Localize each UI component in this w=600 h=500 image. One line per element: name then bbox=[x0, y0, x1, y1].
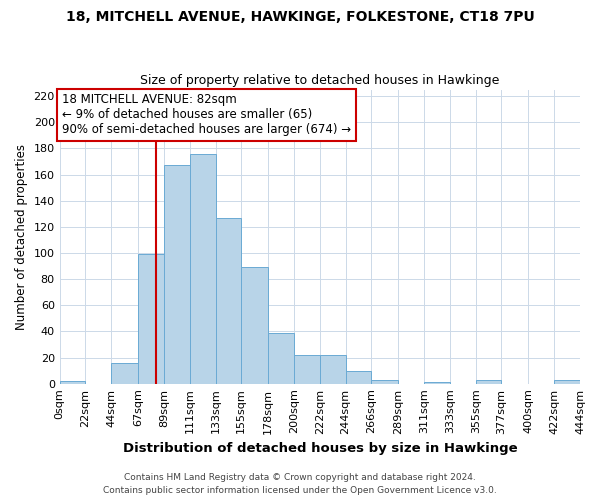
Text: Contains HM Land Registry data © Crown copyright and database right 2024.
Contai: Contains HM Land Registry data © Crown c… bbox=[103, 474, 497, 495]
Title: Size of property relative to detached houses in Hawkinge: Size of property relative to detached ho… bbox=[140, 74, 500, 87]
X-axis label: Distribution of detached houses by size in Hawkinge: Distribution of detached houses by size … bbox=[122, 442, 517, 455]
Bar bbox=[59, 381, 85, 384]
Bar bbox=[241, 268, 268, 384]
Bar bbox=[190, 154, 215, 384]
Bar bbox=[346, 370, 371, 384]
Bar bbox=[476, 380, 502, 384]
Bar bbox=[371, 380, 398, 384]
Text: 18 MITCHELL AVENUE: 82sqm
← 9% of detached houses are smaller (65)
90% of semi-d: 18 MITCHELL AVENUE: 82sqm ← 9% of detach… bbox=[62, 94, 351, 136]
Bar bbox=[268, 332, 294, 384]
Bar bbox=[554, 380, 580, 384]
Bar bbox=[215, 218, 241, 384]
Bar bbox=[111, 363, 138, 384]
Bar bbox=[294, 355, 320, 384]
Y-axis label: Number of detached properties: Number of detached properties bbox=[15, 144, 28, 330]
Bar bbox=[320, 355, 346, 384]
Bar bbox=[424, 382, 450, 384]
Bar bbox=[164, 166, 190, 384]
Bar bbox=[138, 254, 164, 384]
Text: 18, MITCHELL AVENUE, HAWKINGE, FOLKESTONE, CT18 7PU: 18, MITCHELL AVENUE, HAWKINGE, FOLKESTON… bbox=[65, 10, 535, 24]
